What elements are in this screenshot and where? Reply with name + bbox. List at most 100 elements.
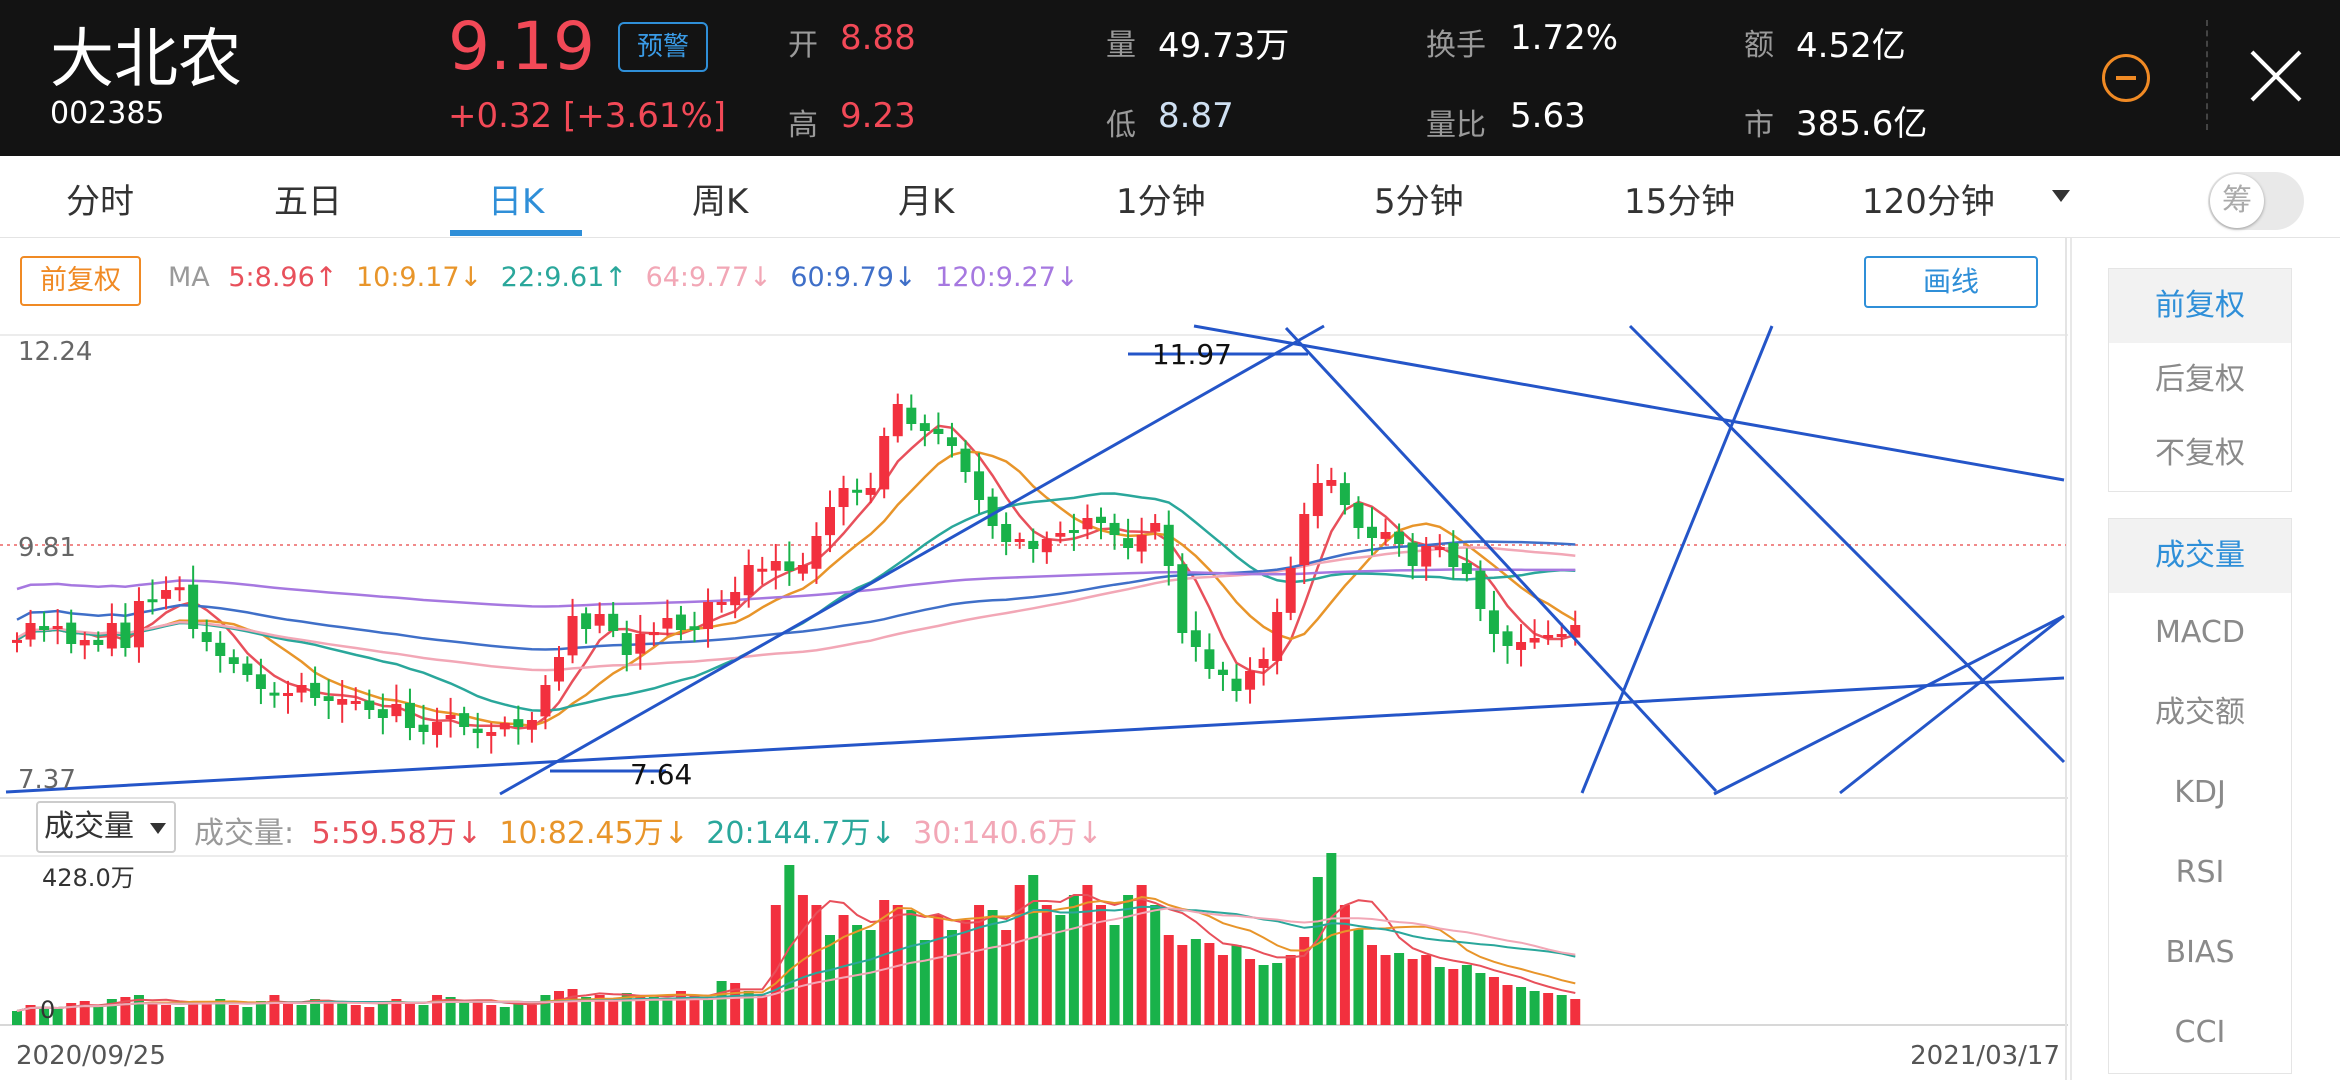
remove-watchlist-icon[interactable] bbox=[2102, 54, 2150, 102]
candle bbox=[621, 633, 632, 655]
candle bbox=[838, 488, 849, 508]
candle bbox=[675, 614, 686, 630]
candle bbox=[1150, 523, 1161, 532]
tab-120min[interactable]: 120分钟 bbox=[1862, 182, 1995, 222]
volume-bar bbox=[1367, 945, 1377, 1025]
volume-bar bbox=[513, 1003, 524, 1025]
volume-bar bbox=[1285, 955, 1296, 1025]
indicator-bias[interactable]: BIAS bbox=[2165, 935, 2235, 970]
tab-monthly-k[interactable]: 月K bbox=[898, 182, 955, 222]
volume-bar bbox=[1150, 905, 1161, 1025]
vol-title: 成交量: bbox=[194, 816, 295, 851]
tab-15min[interactable]: 15分钟 bbox=[1624, 182, 1736, 222]
volume-bar bbox=[418, 1005, 429, 1025]
indicator-macd[interactable]: MACD bbox=[2155, 615, 2245, 650]
indicator-cci[interactable]: CCI bbox=[2174, 1015, 2226, 1050]
candle bbox=[228, 657, 239, 664]
kline-chart-area: 前复权 MA 5:8.96↑ 10:9.17↓ 22:9.61↑ 64:9.77… bbox=[0, 238, 2070, 1080]
volume-label: 量 bbox=[1106, 28, 1136, 63]
volume-bar bbox=[161, 1005, 172, 1025]
vol-item: 10:82.45万↓ bbox=[499, 816, 689, 851]
volume-bar bbox=[784, 865, 795, 1025]
volume-bar bbox=[1028, 875, 1039, 1025]
indicator-volume[interactable]: 成交量 bbox=[2109, 519, 2291, 593]
volume-bar bbox=[716, 981, 727, 1025]
candle bbox=[1136, 535, 1147, 552]
volume-indicator-select[interactable]: 成交量 bbox=[36, 801, 176, 853]
y-axis-top: 12.24 bbox=[18, 337, 92, 367]
adjust-backward[interactable]: 后复权 bbox=[2155, 362, 2245, 397]
candle bbox=[188, 584, 199, 629]
indicator-kdj[interactable]: KDJ bbox=[2174, 775, 2226, 810]
ma60-line bbox=[16, 540, 1576, 651]
ma22-line bbox=[16, 492, 1576, 713]
chevron-down-icon[interactable] bbox=[2052, 190, 2070, 202]
volume-bar bbox=[391, 999, 402, 1025]
volume-bar bbox=[1339, 905, 1350, 1025]
candle bbox=[296, 685, 307, 693]
volume-bar bbox=[1177, 945, 1188, 1025]
candle bbox=[960, 448, 971, 472]
volume-bar bbox=[1529, 991, 1540, 1025]
header-divider bbox=[2206, 20, 2208, 130]
vol-item: 30:140.6万↓ bbox=[913, 816, 1103, 851]
volume-bar bbox=[689, 995, 700, 1025]
ma-label: MA bbox=[168, 262, 210, 293]
candle bbox=[1163, 524, 1174, 566]
adjust-button[interactable]: 前复权 bbox=[20, 256, 141, 306]
candle bbox=[1326, 480, 1337, 486]
volume-bar bbox=[1136, 885, 1147, 1025]
volume-bar bbox=[106, 999, 117, 1025]
volume-bar bbox=[296, 1005, 307, 1025]
tab-intraday[interactable]: 分时 bbox=[66, 182, 134, 222]
tab-5min[interactable]: 5分钟 bbox=[1374, 182, 1464, 222]
volume-bar bbox=[1245, 959, 1256, 1025]
adjust-forward[interactable]: 前复权 bbox=[2109, 269, 2291, 343]
open-label: 开 bbox=[788, 28, 818, 63]
tab-1min[interactable]: 1分钟 bbox=[1116, 182, 1206, 222]
kline-svg[interactable]: 12.24 9.81 7.37 11.97 7.64 428.0万 0 2020/09/25 2… bbox=[0, 238, 2070, 1080]
ma5-line bbox=[16, 424, 1576, 730]
candle bbox=[1529, 638, 1540, 643]
candle bbox=[52, 626, 63, 629]
volume-bar bbox=[567, 989, 578, 1025]
volume-bar bbox=[93, 1007, 104, 1025]
vol-ma30-line bbox=[16, 907, 1576, 1012]
volume-bar bbox=[635, 995, 646, 1025]
open-value: 8.88 bbox=[840, 18, 916, 58]
candle bbox=[1055, 533, 1066, 537]
candle bbox=[554, 657, 564, 682]
tab-daily-k[interactable]: 日K bbox=[488, 182, 545, 222]
volume-bar bbox=[906, 910, 917, 1025]
candle bbox=[201, 632, 212, 642]
candle bbox=[825, 507, 835, 536]
chip-distribution-toggle[interactable]: 筹 bbox=[2208, 172, 2304, 230]
alert-button[interactable]: 预警 bbox=[618, 22, 708, 72]
candle bbox=[784, 561, 795, 571]
draw-line-button[interactable]: 画线 bbox=[1864, 256, 2038, 308]
close-icon[interactable] bbox=[2246, 46, 2306, 106]
volume-bar bbox=[79, 1001, 90, 1025]
volume-bar bbox=[66, 1003, 77, 1025]
tab-five-day[interactable]: 五日 bbox=[274, 182, 342, 222]
candle bbox=[1312, 483, 1323, 517]
adjust-none[interactable]: 不复权 bbox=[2155, 436, 2245, 471]
date-end: 2021/03/17 bbox=[1910, 1041, 2060, 1071]
high-value: 9.23 bbox=[840, 96, 916, 136]
volume-bar bbox=[540, 995, 551, 1025]
candle bbox=[1570, 625, 1581, 638]
ma-legend: MA 5:8.96↑ 10:9.17↓ 22:9.61↑ 64:9.77↓ 60… bbox=[168, 262, 1089, 293]
candle bbox=[283, 693, 293, 696]
volume-bar bbox=[472, 1001, 483, 1025]
current-price: 9.19 bbox=[448, 8, 595, 85]
volume-bar bbox=[255, 1001, 266, 1025]
indicator-amount[interactable]: 成交额 bbox=[2155, 695, 2245, 730]
volume-bar bbox=[350, 1005, 361, 1025]
indicator-rsi[interactable]: RSI bbox=[2175, 855, 2225, 890]
volume-bar bbox=[554, 991, 564, 1025]
candle bbox=[946, 437, 957, 446]
candle bbox=[25, 623, 36, 640]
indicator-group: 成交量 MACD 成交额 KDJ RSI BIAS CCI bbox=[2108, 518, 2292, 1074]
tab-weekly-k[interactable]: 周K bbox=[692, 182, 749, 222]
